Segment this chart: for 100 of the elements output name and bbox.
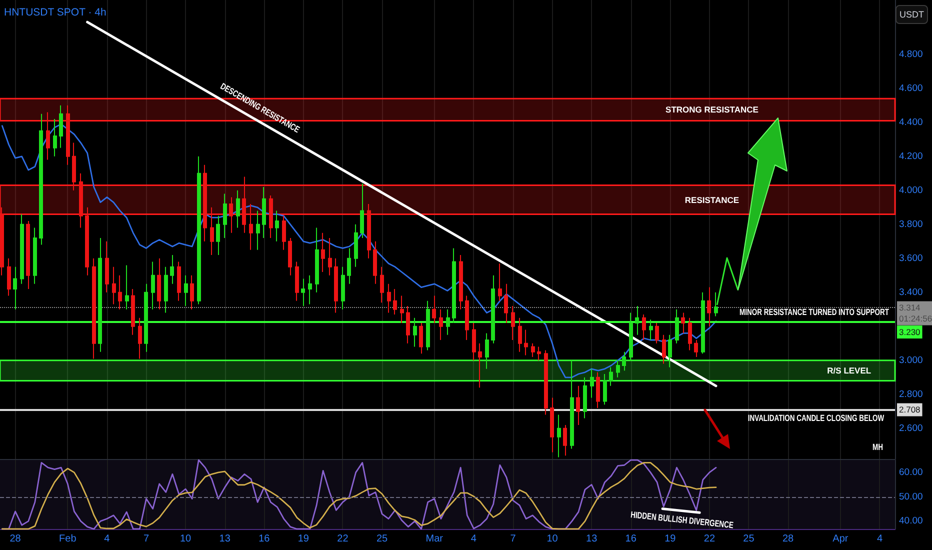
- y-tick-label: 3.600: [899, 252, 923, 264]
- candlestick: [616, 360, 620, 378]
- candlestick: [308, 274, 312, 305]
- y-tick-label: 2.600: [899, 422, 923, 434]
- y-tick-label: 3.000: [899, 354, 923, 366]
- candlestick: [465, 295, 469, 340]
- candlestick: [668, 334, 672, 368]
- candlestick: [583, 376, 587, 419]
- candlestick: [223, 193, 227, 238]
- y-tick-label: 4.400: [899, 116, 923, 128]
- candlestick: [328, 238, 332, 276]
- candlestick: [170, 254, 174, 284]
- candlestick: [622, 351, 626, 372]
- candlestick: [675, 308, 679, 344]
- x-tick-label: 25: [743, 534, 755, 544]
- x-tick-label: Apr: [832, 534, 849, 544]
- candlestick: [426, 300, 430, 351]
- candlestick: [531, 342, 535, 358]
- candlestick: [229, 196, 233, 234]
- candlestick: [216, 215, 220, 256]
- candlestick: [393, 288, 397, 315]
- ref-line-label: 2.708: [899, 404, 921, 415]
- candlestick: [249, 204, 253, 250]
- candlestick: [157, 258, 161, 310]
- y-tick-label: 40.00: [899, 516, 923, 527]
- y-tick-label: 4.800: [899, 48, 923, 60]
- y-tick-label: 2.800: [899, 388, 923, 400]
- ref-line-label: 3.230: [899, 327, 921, 338]
- candlestick: [590, 368, 594, 398]
- x-tick-label: Mar: [426, 534, 444, 544]
- candlestick: [347, 248, 351, 284]
- x-tick-label: 22: [704, 534, 716, 544]
- x-tick-label: 4: [470, 534, 477, 544]
- candlestick: [79, 172, 83, 228]
- candlestick: [714, 292, 718, 317]
- candlestick: [98, 238, 102, 352]
- candlestick: [432, 295, 436, 324]
- x-tick-label: 22: [337, 534, 349, 544]
- x-tick-label: 16: [258, 534, 270, 544]
- candlestick: [511, 306, 515, 340]
- candlestick: [649, 319, 653, 340]
- candlestick: [367, 204, 371, 259]
- candlestick: [701, 292, 705, 354]
- candlestick: [478, 342, 482, 388]
- y-tick-label: 60.00: [899, 466, 923, 478]
- y-tick-label: 3.800: [899, 218, 923, 230]
- candlestick: [7, 258, 11, 296]
- y-axis-title: USDT: [900, 10, 924, 20]
- candlestick: [524, 329, 528, 356]
- candlestick: [360, 183, 364, 238]
- candlestick: [33, 227, 37, 284]
- candlestick: [262, 186, 266, 238]
- x-tick-label: 10: [546, 534, 558, 544]
- candlestick: [550, 397, 554, 453]
- x-tick-label: 13: [586, 534, 598, 544]
- y-tick-label: 4.200: [899, 150, 923, 162]
- candlestick: [341, 266, 345, 310]
- x-tick-label: 19: [664, 534, 676, 544]
- candlestick: [603, 374, 607, 406]
- candlestick: [269, 195, 273, 238]
- x-tick-label: 7: [510, 534, 516, 544]
- candlestick: [334, 258, 338, 314]
- candlestick: [53, 118, 57, 157]
- x-tick-label: 13: [219, 534, 231, 544]
- candlestick: [413, 317, 417, 348]
- band-label: R/S LEVEL: [827, 366, 872, 376]
- candlestick: [13, 266, 17, 310]
- candlestick: [315, 227, 319, 293]
- candlestick: [380, 266, 384, 304]
- candlestick: [504, 283, 508, 324]
- x-tick-label: 28: [782, 534, 794, 544]
- y-tick-label: 4.000: [899, 184, 923, 196]
- candlestick: [210, 206, 214, 256]
- candlestick: [20, 214, 24, 284]
- candlestick: [39, 113, 43, 246]
- candlestick: [537, 346, 541, 361]
- candlestick: [295, 261, 299, 302]
- candlestick: [190, 274, 194, 310]
- ref-line-label: 3.314 01:24:56: [899, 302, 932, 324]
- candlestick: [485, 332, 489, 370]
- candlestick: [387, 283, 391, 314]
- candlestick: [138, 317, 142, 360]
- candlestick: [354, 224, 358, 268]
- candlestick: [92, 258, 96, 360]
- candlestick: [446, 308, 450, 336]
- candlestick: [85, 206, 89, 276]
- candlestick: [596, 372, 600, 408]
- candlestick: [177, 261, 181, 302]
- candlestick: [26, 220, 30, 290]
- candlestick: [518, 317, 522, 352]
- candlestick: [321, 232, 325, 272]
- candlestick: [0, 206, 4, 276]
- x-tick-label: 10: [180, 534, 192, 544]
- candlestick: [197, 156, 201, 305]
- annotation: INVALIDATION CANDLE CLOSING BELOW: [748, 412, 885, 424]
- candlestick: [707, 286, 711, 327]
- candlestick: [282, 215, 286, 250]
- annotation: HIDDEN BULLISH DIVERGENCE: [630, 510, 734, 530]
- candlestick: [655, 322, 659, 344]
- candlestick: [498, 263, 502, 302]
